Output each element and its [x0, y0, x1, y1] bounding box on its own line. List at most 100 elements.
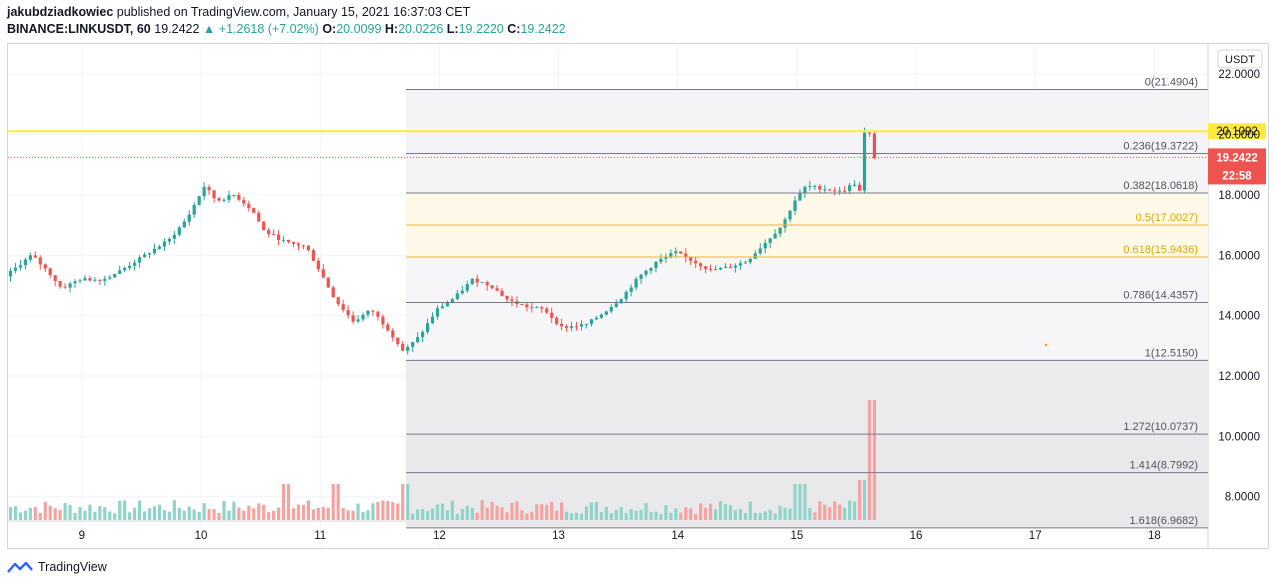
candle-body — [8, 270, 13, 277]
volume-bar — [450, 500, 454, 520]
volume-bar — [435, 504, 440, 520]
volume-bar — [768, 509, 772, 520]
volume-bar — [73, 512, 77, 520]
candle-body — [669, 253, 673, 257]
volume-bar — [98, 506, 102, 520]
candle-body — [237, 194, 241, 200]
candle-body — [803, 186, 807, 193]
volume-bar — [654, 511, 658, 520]
candle-body — [93, 279, 97, 281]
volume-bar — [142, 511, 147, 520]
volume-bar — [704, 507, 708, 520]
candle-body — [53, 275, 57, 281]
volume-bar — [58, 510, 62, 520]
volume-bar — [113, 513, 117, 520]
candle-body — [346, 310, 350, 316]
y-tick-label: 10.0000 — [1218, 431, 1260, 443]
volume-bar — [763, 511, 767, 520]
volume-bar — [416, 509, 420, 520]
candle-body — [649, 268, 653, 271]
fib-zone — [406, 434, 1208, 473]
volume-bar — [733, 510, 738, 520]
candle-body — [142, 254, 147, 258]
volume-bar — [63, 503, 67, 520]
candle-body — [609, 306, 613, 312]
volume-bar — [28, 507, 32, 520]
volume-bar — [406, 484, 410, 520]
volume-bar — [713, 509, 718, 520]
candle-body — [654, 261, 658, 269]
candle-body — [128, 265, 132, 268]
volume-bar — [669, 512, 673, 520]
candle-body — [326, 277, 330, 288]
candle-body — [277, 234, 281, 241]
candle-body — [118, 270, 122, 274]
author-name[interactable]: jakubdziadkowiec — [7, 5, 114, 19]
candle-body — [376, 311, 380, 317]
y-tick-label: 22.0000 — [1218, 69, 1260, 81]
candle-body — [694, 260, 698, 264]
volume-bar — [128, 512, 132, 520]
candle-body — [808, 186, 812, 188]
volume-bar — [13, 506, 18, 520]
candle-body — [18, 265, 23, 268]
x-tick-label: 11 — [314, 530, 326, 542]
candle-body — [420, 331, 425, 338]
candle-body — [78, 280, 82, 282]
fib-zone — [406, 193, 1208, 225]
candle-body — [833, 190, 837, 192]
high-value: 20.0226 — [398, 22, 444, 36]
horizontal-line-label: 20.1092 — [1216, 126, 1258, 138]
x-tick-label: 9 — [79, 530, 85, 542]
candle-body — [798, 192, 802, 201]
volume-bar — [361, 512, 365, 520]
volume-bar — [202, 503, 206, 520]
volume-bar — [808, 508, 812, 520]
tradingview-icon — [7, 561, 33, 573]
candle-body — [167, 238, 171, 242]
price-chart[interactable]: 0(21.4904) 0.236(19.3722) 0.382(18.0618) 0.… — [0, 0, 1274, 560]
low-value: 19.2220 — [458, 22, 504, 36]
volume-bar — [664, 505, 668, 520]
candle-body — [311, 250, 315, 261]
candle-body — [366, 310, 370, 315]
candle-body — [838, 190, 842, 192]
candle-body — [743, 262, 747, 264]
volume-bar — [525, 513, 529, 520]
volume-bar — [48, 505, 52, 520]
volume-bar — [684, 507, 688, 520]
candle-body — [470, 278, 474, 285]
candle-body — [748, 258, 752, 263]
symbol-label: BINANCE:LINKUSDT, 60 — [7, 22, 151, 36]
tradingview-logo[interactable]: TradingView — [6, 560, 107, 574]
volume-bar — [237, 507, 241, 520]
candle-body — [614, 303, 618, 307]
candle-body — [579, 324, 584, 327]
chart-frame[interactable] — [7, 43, 1269, 549]
volume-bar — [823, 504, 827, 520]
candle-body — [604, 311, 608, 315]
candle-body — [699, 263, 703, 267]
volume-bar — [857, 480, 862, 520]
candle-body — [83, 278, 87, 281]
candle-body — [495, 288, 499, 291]
volume-bar — [723, 503, 728, 520]
change-value: ▲ +1.2618 (+7.02%) — [202, 22, 319, 36]
volume-bar — [485, 507, 489, 520]
candle-body — [88, 278, 92, 281]
volume-bar — [460, 508, 464, 520]
candle-body — [162, 241, 167, 247]
fib-level-label: 0.618(15.9436) — [1123, 244, 1198, 256]
volume-bar — [699, 503, 703, 520]
x-tick-label: 13 — [552, 530, 565, 542]
candle-body — [689, 257, 693, 261]
volume-bar — [187, 506, 191, 520]
volume-bar — [301, 504, 306, 520]
x-tick-label: 18 — [1148, 530, 1161, 542]
volume-bar — [530, 511, 534, 520]
candle-body — [137, 257, 142, 263]
volume-bar — [133, 507, 137, 520]
candle-body — [718, 267, 723, 270]
candle-body — [535, 307, 539, 309]
candle-body — [172, 234, 176, 239]
